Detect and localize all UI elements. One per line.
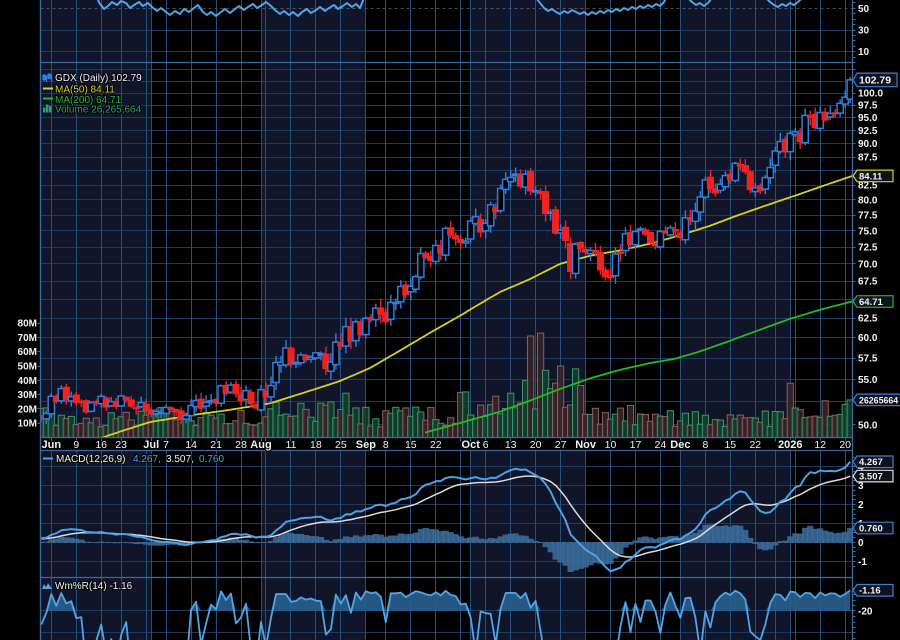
svg-text:55.0: 55.0 xyxy=(858,375,878,386)
svg-text:16: 16 xyxy=(95,439,107,451)
svg-text:Volume 26,265,664: Volume 26,265,664 xyxy=(55,104,142,115)
svg-text:8: 8 xyxy=(702,439,708,451)
svg-text:Nov: Nov xyxy=(575,439,597,451)
svg-text:90.0: 90.0 xyxy=(858,139,878,150)
svg-text:14: 14 xyxy=(185,439,197,451)
svg-text:87.5: 87.5 xyxy=(858,153,878,164)
svg-text:17: 17 xyxy=(630,439,642,451)
svg-text:30: 30 xyxy=(858,26,870,37)
svg-text:-20: -20 xyxy=(858,607,873,618)
svg-text:3.507,: 3.507, xyxy=(166,454,194,465)
svg-text:27: 27 xyxy=(555,439,567,451)
svg-text:95.0: 95.0 xyxy=(858,113,878,124)
svg-text:28: 28 xyxy=(235,439,247,451)
svg-text:22: 22 xyxy=(749,439,761,451)
svg-text:0.760: 0.760 xyxy=(199,454,224,465)
svg-text:18: 18 xyxy=(310,439,322,451)
svg-text:60M: 60M xyxy=(18,347,37,358)
svg-text:57.5: 57.5 xyxy=(858,354,878,365)
svg-text:25: 25 xyxy=(335,439,347,451)
svg-text:50.0: 50.0 xyxy=(858,420,878,431)
svg-text:15: 15 xyxy=(405,439,417,451)
svg-text:77.5: 77.5 xyxy=(858,211,878,222)
svg-text:Sep: Sep xyxy=(356,439,376,451)
svg-text:13: 13 xyxy=(505,439,517,451)
svg-text:Jul: Jul xyxy=(143,439,159,451)
svg-text:15: 15 xyxy=(724,439,736,451)
svg-text:Jun: Jun xyxy=(42,439,62,451)
svg-text:Oct: Oct xyxy=(462,439,481,451)
svg-text:62.5: 62.5 xyxy=(858,314,878,325)
svg-text:-1: -1 xyxy=(858,557,867,568)
svg-text:60.0: 60.0 xyxy=(858,333,878,344)
svg-text:-1.16: -1.16 xyxy=(859,586,881,597)
svg-text:2: 2 xyxy=(858,500,864,511)
svg-text:2026: 2026 xyxy=(778,439,802,451)
svg-text:82.5: 82.5 xyxy=(858,181,878,192)
svg-text:0.760: 0.760 xyxy=(859,523,883,534)
svg-text:97.5: 97.5 xyxy=(858,101,878,112)
svg-text:75.0: 75.0 xyxy=(858,226,878,237)
svg-text:64.71: 64.71 xyxy=(859,297,883,308)
svg-text:Wm%R(14) -1.16: Wm%R(14) -1.16 xyxy=(55,581,133,592)
svg-text:20M: 20M xyxy=(18,404,37,415)
svg-text:4.267,: 4.267, xyxy=(133,454,161,465)
svg-text:Dec: Dec xyxy=(670,439,690,451)
svg-text:92.5: 92.5 xyxy=(858,126,878,137)
svg-text:80.0: 80.0 xyxy=(858,195,878,206)
svg-text:100.0: 100.0 xyxy=(858,89,883,100)
svg-text:21: 21 xyxy=(210,439,222,451)
svg-text:8: 8 xyxy=(383,439,389,451)
svg-text:50M: 50M xyxy=(18,362,37,373)
svg-text:30M: 30M xyxy=(18,390,37,401)
svg-text:11: 11 xyxy=(286,439,297,451)
svg-text:10: 10 xyxy=(605,439,617,451)
svg-text:23: 23 xyxy=(115,439,127,451)
svg-text:3: 3 xyxy=(858,481,864,492)
svg-text:3.507: 3.507 xyxy=(859,472,883,483)
svg-text:70.0: 70.0 xyxy=(858,259,878,270)
svg-text:4.267: 4.267 xyxy=(859,457,883,468)
svg-text:12: 12 xyxy=(814,439,826,451)
svg-text:GDX (Daily) 102.79: GDX (Daily) 102.79 xyxy=(55,73,142,84)
svg-text:Aug: Aug xyxy=(250,439,271,451)
svg-text:72.5: 72.5 xyxy=(858,243,878,254)
svg-text:84.11: 84.11 xyxy=(859,171,883,182)
svg-text:40M: 40M xyxy=(18,376,37,387)
svg-text:22: 22 xyxy=(430,439,442,451)
svg-text:MA(200) 64.71: MA(200) 64.71 xyxy=(55,95,122,106)
svg-text:67.5: 67.5 xyxy=(858,277,878,288)
svg-text:MA(50) 84.11: MA(50) 84.11 xyxy=(55,85,115,96)
svg-text:24: 24 xyxy=(655,439,667,451)
svg-text:20: 20 xyxy=(530,439,542,451)
svg-text:80M: 80M xyxy=(18,319,37,330)
svg-text:70M: 70M xyxy=(18,333,37,344)
svg-text:6: 6 xyxy=(483,439,489,451)
svg-text:9: 9 xyxy=(73,439,79,451)
svg-text:26265664: 26265664 xyxy=(859,395,898,405)
svg-text:20: 20 xyxy=(839,439,851,451)
svg-text:7: 7 xyxy=(163,439,169,451)
svg-text:0: 0 xyxy=(858,538,864,549)
svg-text:10M: 10M xyxy=(18,419,37,430)
svg-text:10: 10 xyxy=(858,47,870,58)
svg-text:50: 50 xyxy=(858,4,870,15)
svg-text:102.79: 102.79 xyxy=(859,74,891,86)
svg-text:MACD(12,26,9): MACD(12,26,9) xyxy=(56,454,125,465)
